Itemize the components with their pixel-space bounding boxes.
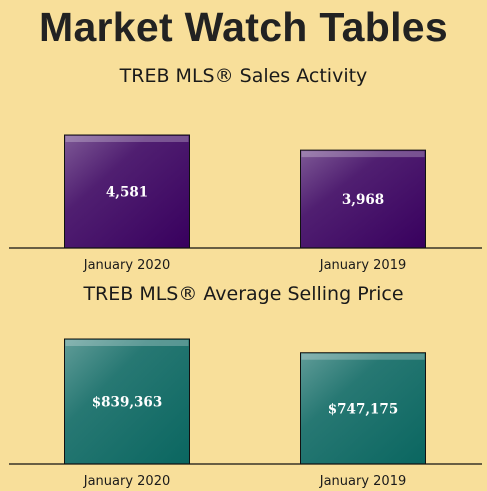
data-label: 4,581 (106, 185, 148, 201)
bar-january-2019 (300, 149, 426, 249)
data-label: 3,968 (342, 192, 384, 208)
bar-highlight (65, 340, 189, 346)
page-title: Market Watch Tables (39, 4, 448, 50)
x-tick-label: January 2019 (319, 474, 407, 489)
bar-january-2020 (64, 338, 190, 465)
chart-title-price: TREB MLS® Average Selling Price (83, 283, 404, 305)
bar-january-2020 (64, 134, 190, 249)
bar-january-2019 (300, 352, 426, 465)
bar-highlight (65, 136, 189, 142)
x-tick-label: January 2019 (319, 258, 407, 273)
data-label: $839,363 (92, 395, 162, 411)
x-tick-label: January 2020 (83, 258, 171, 273)
bar-highlight (301, 353, 425, 360)
sales-chart-svg: 4,581 January 2020 3,968 January 2019 (9, 134, 482, 273)
chart-title-sales: TREB MLS® Sales Activity (119, 65, 368, 87)
x-tick-label: January 2020 (83, 474, 171, 489)
data-label: $747,175 (328, 401, 398, 417)
bar-highlight (301, 151, 425, 158)
